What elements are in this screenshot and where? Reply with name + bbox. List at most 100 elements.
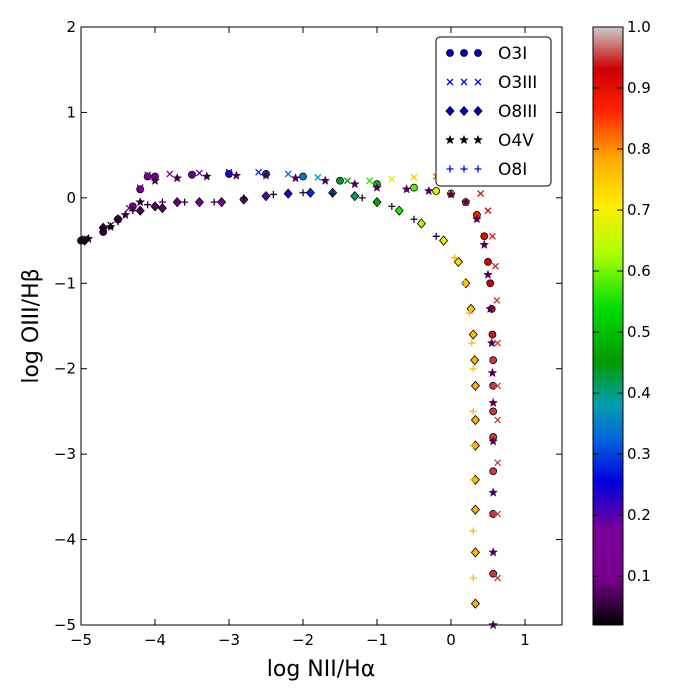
data-point bbox=[99, 226, 107, 234]
colorbar-tick-label: 0.1 bbox=[627, 567, 651, 585]
legend-label: O3III bbox=[498, 73, 537, 93]
colorbar-tick-label: 0.5 bbox=[627, 323, 651, 341]
data-point bbox=[150, 175, 160, 185]
data-point bbox=[255, 168, 263, 176]
data-point bbox=[488, 619, 499, 630]
data-point bbox=[488, 547, 499, 557]
data-point bbox=[485, 303, 496, 314]
data-point bbox=[488, 330, 497, 339]
x-tick-label: 0 bbox=[446, 631, 456, 649]
data-point bbox=[372, 182, 382, 192]
data-point bbox=[83, 233, 94, 244]
x-tick-label: −3 bbox=[218, 631, 240, 649]
data-point bbox=[166, 170, 174, 178]
data-point bbox=[350, 191, 360, 202]
data-point bbox=[471, 214, 482, 224]
data-point bbox=[135, 196, 146, 207]
data-point bbox=[240, 194, 248, 202]
data-point bbox=[494, 382, 502, 390]
data-point bbox=[469, 442, 477, 450]
data-point bbox=[494, 339, 502, 347]
x-tick-label: −4 bbox=[144, 631, 166, 649]
data-point bbox=[446, 189, 456, 199]
data-point bbox=[144, 201, 152, 209]
data-point bbox=[489, 356, 498, 365]
data-point bbox=[432, 232, 440, 240]
data-point bbox=[493, 296, 501, 304]
data-point bbox=[460, 196, 471, 207]
data-point bbox=[484, 258, 492, 266]
data-point bbox=[489, 510, 498, 518]
legend-label: O8III bbox=[498, 102, 537, 122]
legend-label: O8I bbox=[498, 160, 527, 180]
data-point bbox=[451, 254, 459, 262]
data-point bbox=[135, 205, 145, 216]
data-point bbox=[77, 237, 85, 245]
data-point bbox=[201, 171, 212, 181]
colorbar-tick-label: 0.3 bbox=[627, 445, 651, 463]
data-point bbox=[494, 416, 502, 424]
data-point bbox=[488, 487, 499, 497]
data-point bbox=[144, 171, 152, 179]
data-point bbox=[479, 239, 490, 250]
data-point bbox=[358, 194, 366, 202]
legend-label: O4V bbox=[498, 131, 534, 151]
legend-marker bbox=[445, 105, 455, 117]
data-point bbox=[329, 190, 337, 198]
data-point bbox=[453, 256, 463, 268]
y-tick-label: 0 bbox=[66, 189, 76, 207]
legend-entry-o3iii: O3III bbox=[446, 73, 537, 93]
data-point bbox=[114, 218, 122, 226]
legend-marker bbox=[446, 165, 454, 173]
data-point bbox=[470, 380, 480, 391]
data-point bbox=[488, 436, 499, 446]
data-point bbox=[120, 209, 131, 220]
data-point bbox=[314, 173, 322, 181]
data-point bbox=[136, 185, 145, 194]
data-point bbox=[488, 397, 499, 408]
data-point bbox=[261, 170, 271, 180]
y-tick-label: 2 bbox=[66, 18, 76, 36]
data-point bbox=[470, 355, 480, 366]
data-point bbox=[487, 367, 498, 378]
data-point bbox=[480, 232, 489, 241]
y-axis-label: log OIII/Hβ bbox=[19, 268, 44, 383]
colorbar-tick-label: 0.4 bbox=[627, 384, 651, 402]
data-point bbox=[469, 407, 477, 415]
colorbar-tick-label: 0.7 bbox=[627, 201, 651, 219]
data-point bbox=[299, 172, 307, 181]
legend-entry-o8i: O8I bbox=[446, 160, 527, 180]
series-o3iii bbox=[81, 168, 502, 582]
data-point bbox=[486, 337, 497, 348]
legend-marker bbox=[445, 134, 455, 145]
data-point bbox=[410, 215, 418, 223]
legend-box bbox=[435, 36, 552, 187]
data-point bbox=[494, 459, 502, 467]
data-point bbox=[231, 170, 242, 180]
data-point bbox=[261, 191, 271, 202]
data-point bbox=[349, 178, 360, 189]
colorbar: 0.1 0.2 0.3 0.4 0.5 0.6 0.7 0.8 0.9 1.0 bbox=[592, 18, 651, 626]
colorbar-gradient bbox=[592, 26, 624, 626]
data-point bbox=[194, 197, 204, 208]
data-point bbox=[470, 547, 480, 558]
data-point bbox=[486, 279, 495, 288]
data-point bbox=[470, 598, 480, 609]
data-point bbox=[483, 269, 493, 279]
legend-marker bbox=[473, 105, 483, 117]
legend-entry-o8iii: O8III bbox=[445, 102, 537, 122]
data-point bbox=[488, 232, 496, 240]
y-tick-label: −3 bbox=[54, 445, 76, 463]
data-point bbox=[336, 176, 344, 185]
data-point bbox=[388, 175, 396, 183]
data-point bbox=[299, 189, 307, 197]
legend-marker bbox=[473, 134, 483, 145]
data-point bbox=[494, 574, 502, 582]
axes-ticks: −5 −4 −3 −2 −1 0 1 −5 −4 −3 −2 −1 0 1 2 bbox=[54, 18, 562, 649]
data-point bbox=[394, 205, 404, 216]
legend-marker bbox=[446, 78, 454, 86]
data-point bbox=[489, 467, 498, 476]
data-point bbox=[290, 173, 301, 183]
data-point bbox=[468, 339, 476, 347]
